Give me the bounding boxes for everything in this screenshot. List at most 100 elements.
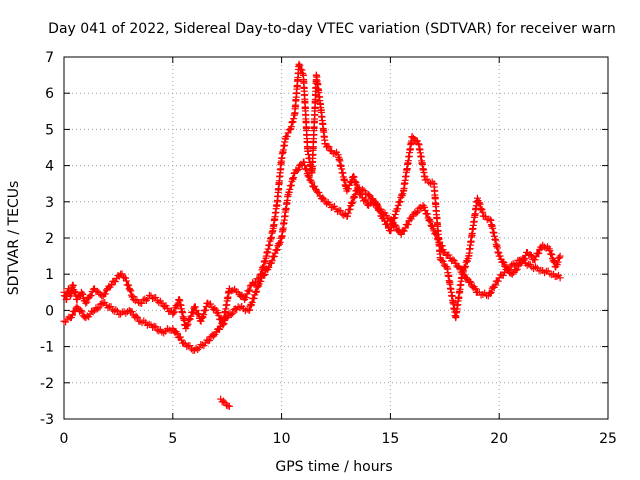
chart-title: Day 041 of 2022, Sidereal Day-to-day VTE… — [48, 21, 616, 37]
data-point-trace — [125, 281, 133, 289]
data-point-trace — [220, 319, 228, 327]
data-point-trace — [293, 167, 301, 175]
data-point — [82, 299, 90, 307]
data-point-trace — [319, 194, 327, 202]
data-point-trace — [261, 271, 269, 279]
data-point-trace — [420, 203, 428, 211]
data-point-trace — [128, 308, 136, 316]
data-point-trace — [189, 308, 197, 316]
data-point-trace — [253, 287, 261, 295]
data-point-trace — [140, 317, 148, 325]
data-point-trace — [195, 344, 203, 352]
data-point-trace — [345, 185, 353, 193]
data-point-trace — [126, 286, 134, 294]
data-point-trace — [186, 342, 194, 350]
data-point-trace — [227, 311, 235, 319]
data-point-trace — [155, 298, 163, 306]
data-point-trace — [276, 238, 284, 246]
data-point-trace — [400, 227, 408, 235]
data-point-trace — [270, 252, 278, 260]
data-point-trace — [426, 217, 434, 225]
data-point-trace — [404, 220, 412, 228]
data-point-trace — [132, 312, 140, 320]
x-tick-label: 15 — [381, 431, 399, 447]
data-point-trace — [387, 216, 395, 224]
data-point-trace — [118, 270, 126, 278]
data-point-trace — [111, 278, 119, 286]
data-point-trace — [392, 222, 400, 230]
data-point-trace — [87, 292, 95, 300]
data-point-trace — [138, 299, 146, 307]
data-point-trace — [242, 294, 250, 302]
x-axis-label: GPS time / hours — [275, 459, 392, 475]
x-tick-label: 10 — [273, 431, 291, 447]
data-point-trace — [494, 277, 502, 285]
data-point-trace — [307, 177, 315, 185]
data-point-trace — [421, 206, 429, 214]
data-point-trace — [77, 306, 85, 314]
y-tick-label: 6 — [45, 86, 54, 102]
data-point-trace — [131, 297, 139, 305]
data-point-trace — [323, 200, 331, 208]
data-point-trace — [438, 242, 446, 250]
data-point-trace — [248, 298, 256, 306]
data-point-trace — [351, 177, 359, 185]
data-point-trace — [479, 208, 487, 216]
data-point-trace — [155, 327, 163, 335]
data-point-trace — [391, 221, 399, 229]
data-point-trace — [107, 281, 115, 289]
data-point — [180, 339, 188, 347]
data-point-trace — [499, 271, 507, 279]
data-point-trace — [102, 286, 110, 294]
data-point-trace — [449, 256, 457, 264]
data-point — [463, 274, 471, 282]
data-point — [556, 252, 564, 260]
data-point-trace — [127, 287, 135, 295]
data-point-trace — [523, 261, 531, 269]
data-point-trace — [150, 322, 158, 330]
data-point-trace — [301, 162, 309, 170]
data-point-trace — [345, 181, 353, 189]
data-point-trace — [246, 306, 254, 314]
grid-lines — [64, 57, 608, 419]
data-point-trace — [432, 231, 440, 239]
data-point-trace — [372, 200, 380, 208]
data-point-trace — [373, 201, 381, 209]
data-point-trace — [360, 187, 368, 195]
data-point-trace — [348, 199, 356, 207]
data-point-trace — [315, 188, 323, 196]
data-point-trace — [229, 309, 237, 317]
data-point-trace — [184, 320, 192, 328]
data-point-trace — [107, 303, 115, 311]
y-tick-label: 0 — [45, 303, 54, 319]
data-point-trace — [83, 298, 91, 306]
data-point-trace — [351, 191, 359, 199]
data-point-trace — [412, 209, 420, 217]
data-point-trace — [284, 129, 292, 137]
data-point-trace — [535, 249, 543, 257]
data-point-trace — [414, 208, 422, 216]
data-point-trace — [346, 205, 354, 213]
data-point-trace — [194, 310, 202, 318]
data-point-trace — [210, 332, 218, 340]
data-point-trace — [283, 132, 291, 140]
data-point-trace — [456, 265, 464, 273]
data-point-trace — [79, 290, 87, 298]
data-point-trace — [459, 268, 467, 276]
data-point-trace — [555, 254, 563, 262]
data-point-trace — [461, 262, 469, 270]
data-point-trace — [303, 166, 311, 174]
data-point-trace — [246, 286, 254, 294]
data-point-trace — [89, 308, 97, 316]
data-point-trace — [547, 250, 555, 258]
data-point-trace — [216, 325, 224, 333]
data-point-trace — [275, 239, 283, 247]
data-point-trace — [112, 306, 120, 314]
data-point-trace — [432, 229, 440, 237]
data-point-trace — [466, 277, 474, 285]
data-point-trace — [394, 205, 402, 213]
data-point-trace — [93, 305, 101, 313]
data-point-trace — [471, 285, 479, 293]
data-point-trace — [170, 308, 178, 316]
